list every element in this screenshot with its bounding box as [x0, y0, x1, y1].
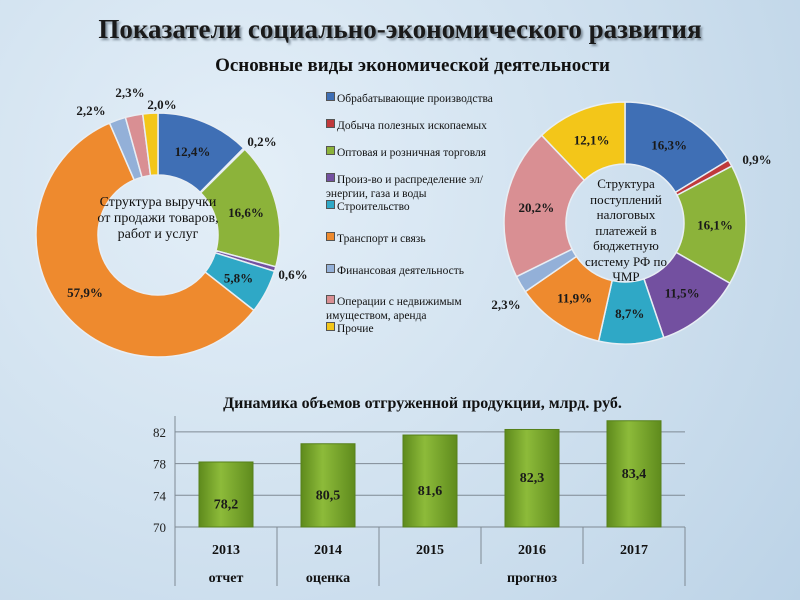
- status-label: отчет: [209, 571, 244, 586]
- bar-data-label: 83,4: [622, 467, 647, 482]
- bar: [402, 434, 458, 528]
- donut-data-label: 0,9%: [742, 152, 771, 167]
- bar-chart-title: Динамика объемов отгруженной продукции, …: [223, 395, 622, 412]
- donut1-center-label: Структура выручки от продажи товаров, ра…: [97, 195, 219, 242]
- legend-item: Строительство: [326, 200, 496, 215]
- donut-data-label: 11,5%: [665, 286, 700, 301]
- legend-swatch: [326, 146, 335, 155]
- x-category-label: 2015: [416, 543, 444, 558]
- y-tick-label: 82: [153, 425, 166, 440]
- legend-label: Оптовая и розничная торговля: [337, 147, 487, 159]
- legend-item: Финансовая деятельность: [326, 264, 496, 279]
- legend-swatch: [326, 200, 335, 209]
- legend-label: Прочие: [337, 323, 374, 335]
- bar-data-label: 82,3: [520, 471, 545, 486]
- legend-swatch: [326, 322, 335, 331]
- bar-data-label: 81,6: [418, 484, 443, 499]
- bar: [606, 420, 662, 528]
- page-title: Показатели социально-экономического разв…: [98, 14, 702, 44]
- donut-data-label: 12,4%: [175, 144, 211, 159]
- donut-data-label: 8,7%: [615, 306, 644, 321]
- donut-data-label: 5,8%: [224, 270, 253, 285]
- donut-data-label: 20,2%: [519, 200, 555, 215]
- donut-data-label: 11,9%: [557, 291, 592, 306]
- legend-label: Произ-во и распределение эл/энергии, газ…: [326, 174, 483, 200]
- y-tick-label: 70: [153, 520, 166, 535]
- y-tick-label: 74: [153, 488, 167, 503]
- donut-data-label: 12,1%: [574, 132, 610, 147]
- legend-label: Обрабатывающие производства: [337, 93, 493, 105]
- legend-swatch: [326, 264, 335, 273]
- page-subtitle: Основные виды экономической деятельности: [215, 55, 610, 76]
- donut-data-label: 2,3%: [491, 297, 520, 312]
- legend-label: Финансовая деятельность: [337, 265, 464, 277]
- legend-swatch: [326, 232, 335, 241]
- revenue-structure-donut: 12,4% 0,2% 16,6% 0,6% 5,8% 57,9% 2,2% 2,3%2,0%: [35, 85, 308, 358]
- donut-slice: [141, 112, 159, 177]
- legend-item: Произ-во и распределение эл/энергии, газ…: [326, 173, 496, 201]
- legend-swatch: [326, 92, 335, 101]
- x-category-label: 2016: [518, 543, 546, 558]
- legend-swatch: [326, 119, 335, 128]
- legend-label: Строительство: [337, 201, 410, 213]
- donut-slice: [540, 101, 626, 182]
- donut-data-label: 0,6%: [278, 267, 307, 282]
- legend-label: Операции с недвижимым имуществом, аренда: [326, 296, 462, 322]
- legend-item: Операции с недвижимым имуществом, аренда: [326, 295, 496, 323]
- x-category-label: 2013: [212, 543, 240, 558]
- donut-data-label: 16,6%: [228, 205, 264, 220]
- legend-label: Транспорт и связь: [337, 233, 426, 245]
- donut-data-label: 16,1%: [697, 217, 733, 232]
- legend-label: Добыча полезных ископаемых: [337, 120, 487, 132]
- y-tick-label: 78: [153, 457, 166, 472]
- bar-data-label: 80,5: [316, 488, 341, 503]
- bar: [300, 443, 356, 528]
- status-label: оценка: [306, 571, 350, 586]
- donut2-center-label: Структура поступлений налоговых платежей…: [585, 176, 667, 284]
- x-category-label: 2014: [314, 543, 342, 558]
- status-label: прогноз: [507, 571, 557, 586]
- donut-data-label: 2,2%: [76, 103, 105, 118]
- legend-swatch: [326, 173, 335, 182]
- legend-item: Транспорт и связь: [326, 232, 496, 247]
- legend-item: Добыча полезных ископаемых: [326, 119, 496, 134]
- shipment-bar-chart: 70 74 78 82 78,2 2013 80,5 2014 81,6 2015 82,3 2016…: [153, 416, 686, 586]
- legend-item: Обрабатывающие производства: [326, 92, 496, 107]
- donut-slice: [503, 134, 586, 278]
- x-category-label: 2017: [620, 543, 648, 558]
- donut-data-label: 57,9%: [67, 285, 103, 300]
- donut-slice: [35, 122, 255, 358]
- tax-structure-donut: 16,3% 0,9% 16,1% 11,5% 8,7% 11,9% 2,3% 20,2% 12,…: [491, 101, 772, 345]
- donut-data-label: 16,3%: [651, 138, 687, 153]
- bar-data-label: 78,2: [214, 497, 239, 512]
- legend-item: Прочие: [326, 322, 496, 337]
- bar: [504, 428, 560, 528]
- legend-swatch: [326, 295, 335, 304]
- donut-data-label: 0,2%: [247, 134, 276, 149]
- bar: [198, 461, 254, 528]
- donut-data-label: 2,3%: [115, 85, 144, 100]
- donut-data-label: 2,0%: [147, 97, 176, 112]
- legend-item: Оптовая и розничная торговля: [326, 146, 496, 161]
